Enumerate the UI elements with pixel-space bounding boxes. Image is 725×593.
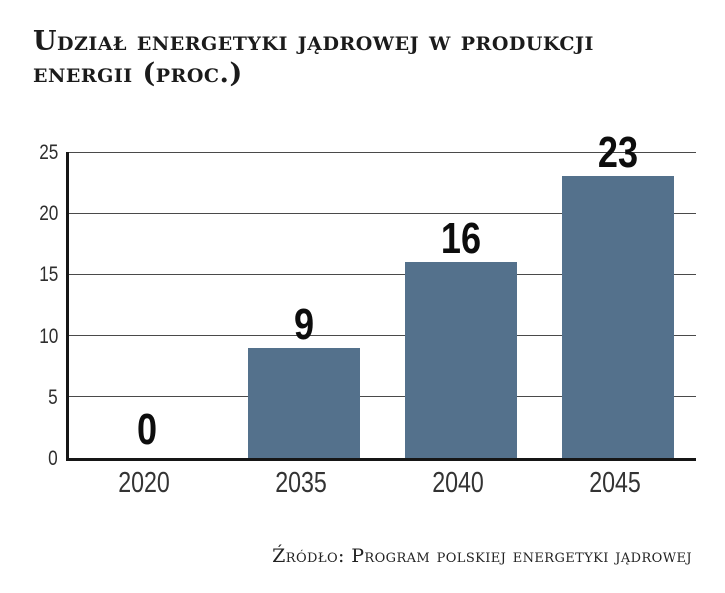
y-tick-label-20: 20	[38, 202, 58, 226]
y-tick-label-5: 5	[48, 385, 58, 409]
chart-title: Udział energetyki jądrowej w produkcji en…	[33, 26, 713, 90]
gridline-y25	[69, 151, 696, 153]
chart-title-line2: energii (proc.)	[33, 58, 243, 89]
y-tick-label-25: 25	[38, 141, 58, 164]
bar-value-label-2035: 9	[294, 299, 315, 349]
y-axis-labels: 0 5 10 15 20 25	[0, 142, 58, 469]
chart-title-line1: Udział energetyki jądrowej w produkcji	[33, 26, 594, 57]
x-tick-label-2045: 2045	[588, 467, 641, 499]
bar-2035	[248, 347, 361, 458]
bar-value-label-2040: 16	[440, 214, 481, 264]
gridline-y10	[69, 335, 696, 337]
bar-value-label-2045: 23	[597, 128, 638, 178]
x-tick-label-2035: 2035	[275, 467, 327, 499]
gridline-y5	[69, 396, 696, 398]
bar-value-label-2020: 0	[137, 405, 158, 454]
bar-2045	[561, 176, 674, 458]
gridline-y20	[69, 212, 696, 214]
bar-chart: 0 5 10 15 20 25 0 9 16 23 2020 2035 2040 2045	[0, 131, 725, 512]
source-caption: Źródło: Program polskiej energetyki jądr…	[272, 545, 692, 567]
plot-area: 0 9 16 23	[66, 131, 696, 461]
x-tick-label-2020: 2020	[118, 467, 171, 499]
y-tick-label-10: 10	[38, 324, 58, 348]
bar-2040	[404, 262, 517, 458]
x-axis-labels: 2020 2035 2040 2045	[0, 469, 725, 503]
y-tick-label-0: 0	[48, 447, 58, 470]
y-tick-label-15: 15	[38, 263, 58, 287]
gridline-y15	[69, 273, 696, 275]
x-tick-label-2040: 2040	[432, 467, 484, 499]
